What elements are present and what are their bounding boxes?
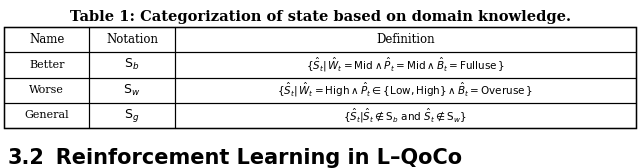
Text: General: General bbox=[24, 110, 69, 120]
Text: Better: Better bbox=[29, 60, 65, 70]
Text: $\mathrm{S}_w$: $\mathrm{S}_w$ bbox=[124, 83, 141, 98]
Bar bbox=[4, 52, 90, 77]
Text: Worse: Worse bbox=[29, 85, 64, 95]
Text: Notation: Notation bbox=[106, 33, 158, 46]
Text: $\{\hat{S}_t|\, \hat{W}_t = \mathrm{Mid} \wedge \hat{P}_t = \mathrm{Mid} \wedge : $\{\hat{S}_t|\, \hat{W}_t = \mathrm{Mid}… bbox=[306, 56, 505, 74]
Bar bbox=[4, 27, 636, 128]
Bar bbox=[90, 103, 175, 128]
Bar bbox=[4, 27, 90, 52]
Text: Reinforcement Learning in L–QoCo: Reinforcement Learning in L–QoCo bbox=[34, 148, 462, 168]
Text: $\mathrm{S}_b$: $\mathrm{S}_b$ bbox=[124, 57, 140, 72]
Bar bbox=[175, 77, 636, 103]
Bar bbox=[90, 52, 175, 77]
Text: Definition: Definition bbox=[376, 33, 435, 46]
Bar bbox=[90, 27, 175, 52]
Bar bbox=[175, 27, 636, 52]
Text: $\{\hat{S}_t|\, \hat{W}_t = \mathrm{High} \wedge \hat{P}_t \in \{\mathrm{Low, Hi: $\{\hat{S}_t|\, \hat{W}_t = \mathrm{High… bbox=[277, 81, 533, 99]
Text: $\{\hat{S}_t|\hat{S}_t \notin \mathrm{S}_b\ \mathrm{and}\ \hat{S}_t \notin \math: $\{\hat{S}_t|\hat{S}_t \notin \mathrm{S}… bbox=[344, 106, 467, 124]
Text: 3.2: 3.2 bbox=[8, 148, 45, 168]
Text: $\mathrm{S}_g$: $\mathrm{S}_g$ bbox=[124, 107, 140, 124]
Bar bbox=[4, 77, 90, 103]
Text: Table 1: Categorization of state based on domain knowledge.: Table 1: Categorization of state based o… bbox=[70, 10, 570, 24]
Text: Name: Name bbox=[29, 33, 65, 46]
Bar bbox=[90, 77, 175, 103]
Bar bbox=[4, 103, 90, 128]
Bar bbox=[175, 52, 636, 77]
Bar bbox=[175, 103, 636, 128]
